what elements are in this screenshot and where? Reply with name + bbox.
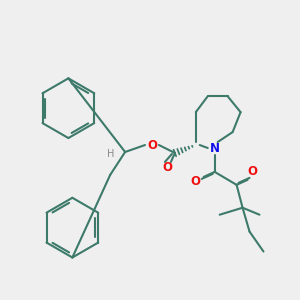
Text: O: O (147, 139, 157, 152)
Text: O: O (191, 176, 201, 188)
Text: O: O (248, 165, 257, 178)
Text: H: H (107, 149, 115, 159)
Text: N: N (210, 142, 220, 154)
Text: O: O (162, 161, 172, 174)
